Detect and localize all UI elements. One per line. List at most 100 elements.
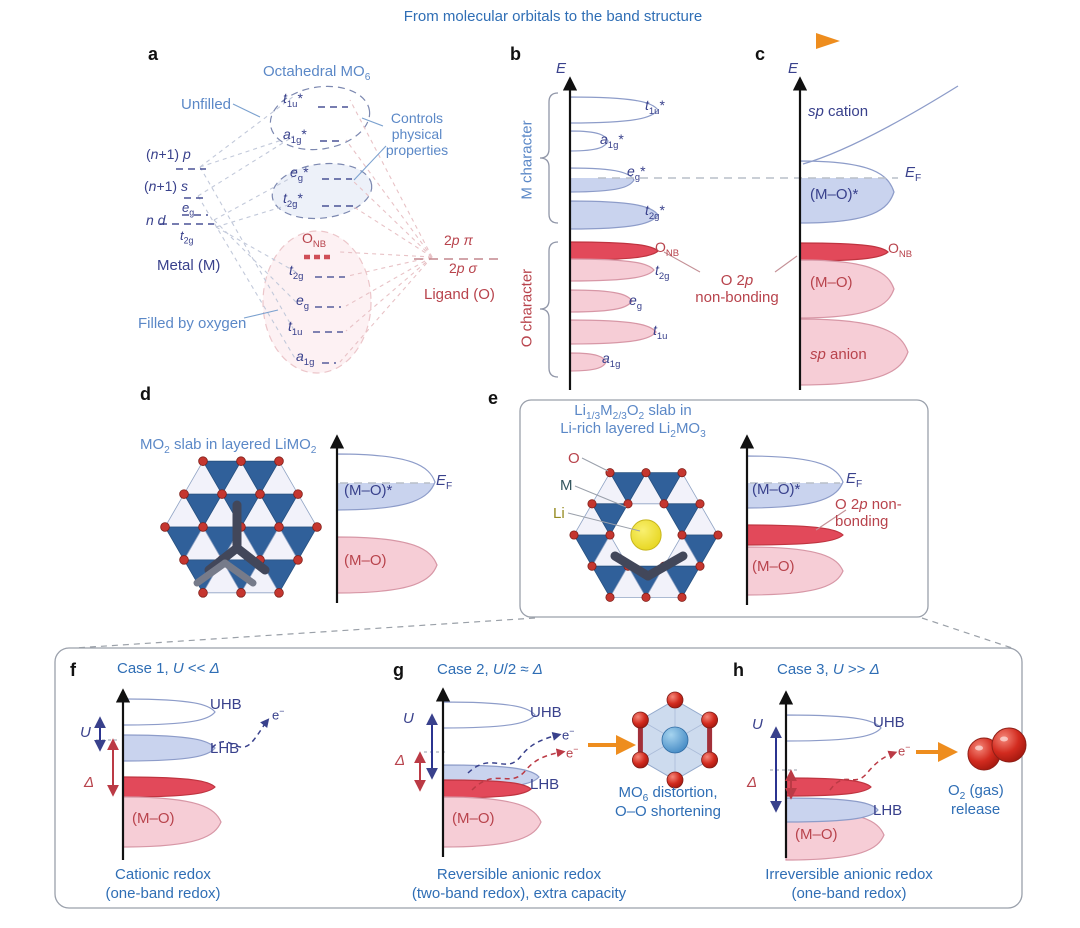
mo-correlation-lines-metal — [197, 95, 299, 361]
panel-d-title: MO2 slab in layered LiMO2 — [140, 436, 317, 456]
band-label-t2g: t2g — [655, 262, 670, 282]
cases-box — [54, 647, 1023, 909]
mo-band-label-f: (M–O) — [132, 810, 175, 827]
mo6-octahedron — [632, 691, 718, 789]
fermi-label-e: EF — [846, 470, 863, 490]
mo-band-label-h: (M–O) — [795, 826, 838, 843]
o-character-label: O character — [518, 268, 536, 348]
uhb-label-g: UHB — [530, 704, 562, 721]
energy-axis-label-c: E — [788, 60, 799, 77]
uhb-label-h: UHB — [873, 714, 905, 731]
m-character-label: M character — [518, 120, 536, 200]
mo-level-a1g: a1g — [296, 348, 315, 368]
electron-paths — [211, 718, 898, 791]
mo-band-label-d: (M–O) — [344, 552, 387, 569]
mo6-distortion-note-line1: MO6 distortion, — [618, 784, 718, 804]
caption-h-line1: Irreversible anionic redox — [765, 866, 933, 883]
sp-cation-label: sp cation — [808, 103, 869, 120]
legend-oxygen: O — [568, 450, 580, 467]
band-label-a1g: a1g — [602, 350, 621, 370]
mo-group-ellipses — [262, 85, 373, 374]
u-label-f: U — [80, 724, 91, 741]
mo-star-band-label-c: (M–O)* — [810, 186, 859, 203]
box-connector-dashes — [74, 617, 1013, 649]
electron-label-f: e− — [272, 706, 285, 723]
band-label-t1u: t1u — [653, 322, 668, 342]
ligand-2p-sigma: 2p σ — [449, 260, 477, 276]
band-label-eg-star: eg* — [627, 163, 646, 183]
panel-letter-f: f — [70, 660, 76, 680]
o2-molecule — [967, 727, 1027, 771]
band-label-eg: eg — [629, 292, 643, 312]
caption-f-line2: (one-band redox) — [105, 885, 221, 902]
metal-label: Metal (M) — [157, 257, 221, 274]
banner-arrow — [285, 33, 840, 49]
uhb-label-f: UHB — [210, 696, 242, 713]
case1-title: Case 1, U << Δ — [117, 660, 220, 677]
u-label-h: U — [752, 716, 763, 733]
mo-band-label-g: (M–O) — [452, 810, 495, 827]
panel-letter-c: c — [755, 44, 766, 64]
character-braces — [539, 92, 559, 378]
sp-cation-curve — [802, 85, 959, 165]
legend-metal: M — [560, 477, 573, 494]
energy-axes — [115, 76, 808, 860]
metal-level-eg: eg — [182, 200, 195, 218]
metal-level-p: (n+1) p — [146, 146, 191, 162]
mo-level-dashes — [160, 106, 500, 364]
panel-letter-d: d — [140, 384, 151, 404]
legend-lithium: Li — [553, 505, 565, 522]
metal-level-s: (n+1) s — [144, 178, 188, 194]
mo-level-t2g: t2g — [289, 262, 304, 282]
mo-band-label-c: (M–O) — [810, 274, 853, 291]
panel-e-box — [519, 399, 929, 618]
band-label-onb: ONB — [655, 239, 680, 259]
electron-label-h: e− — [898, 742, 911, 759]
filled-by-oxygen-label: Filled by oxygen — [138, 315, 247, 332]
unfilled-label: Unfilled — [181, 96, 232, 113]
annotation-pointer-lines — [232, 103, 387, 319]
mo-level-eg: eg — [296, 292, 310, 312]
case3-title: Case 3, U >> Δ — [777, 661, 880, 678]
delta-label-f: Δ — [84, 774, 95, 791]
ligand-label: Ligand (O) — [424, 286, 495, 303]
mo-star-band-label-e: (M–O)* — [752, 481, 801, 498]
caption-f-line1: Cationic redox — [115, 866, 211, 883]
fermi-label-d: EF — [436, 472, 453, 492]
mo6-distortion-note-line2: O–O shortening — [615, 803, 721, 820]
electron-blue-label-g: e− — [562, 726, 575, 743]
ligand-2p-pi: 2p π — [444, 232, 473, 248]
fermi-level-dashes — [340, 177, 898, 484]
metal-level-t2g: t2g — [180, 228, 194, 246]
o2-gas-note-line1: O2 (gas) — [948, 782, 1004, 802]
result-arrows — [588, 735, 958, 762]
mo-level-t1u: t1u — [288, 318, 303, 338]
band-label-t1u-star: t1u* — [645, 97, 665, 117]
u-label-g: U — [403, 710, 414, 727]
mo-level-onb: ONB — [302, 230, 327, 250]
fermi-label-c: EF — [905, 164, 922, 184]
crystal-slab-li2mo3 — [569, 468, 723, 602]
slab-bond-marks — [193, 500, 688, 587]
legend-pointers — [567, 457, 641, 532]
lhb-label-f: LHB — [210, 740, 240, 757]
panel-letter-e: e — [488, 388, 499, 408]
nonbonding-pointers — [663, 251, 847, 531]
delta-label-g: Δ — [395, 752, 406, 769]
energy-axis-label-b: E — [556, 60, 567, 77]
panel-e-title-line1: Li1/3M2/3O2 slab in — [574, 402, 692, 422]
delta-label-h: Δ — [747, 774, 758, 791]
panel-e-title-line2: Li-rich layered Li2MO3 — [560, 420, 706, 440]
mo-level-t1u-star: t1u* — [283, 90, 303, 110]
onb-band-label-c: ONB — [888, 240, 913, 260]
u-delta-arrows — [94, 713, 797, 813]
controls-properties-label: Controls physical properties — [385, 110, 449, 159]
o2p-nonbonding-label: O 2p non-bonding — [695, 272, 779, 307]
lhb-label-h: LHB — [873, 802, 903, 819]
metal-level-nd: n d — [146, 212, 166, 228]
mo-level-t2g-star: t2g* — [283, 190, 303, 210]
band-label-t2g-star: t2g* — [645, 202, 665, 222]
caption-g-line1: Reversible anionic redox — [436, 866, 602, 883]
panel-letter-b: b — [510, 44, 521, 64]
